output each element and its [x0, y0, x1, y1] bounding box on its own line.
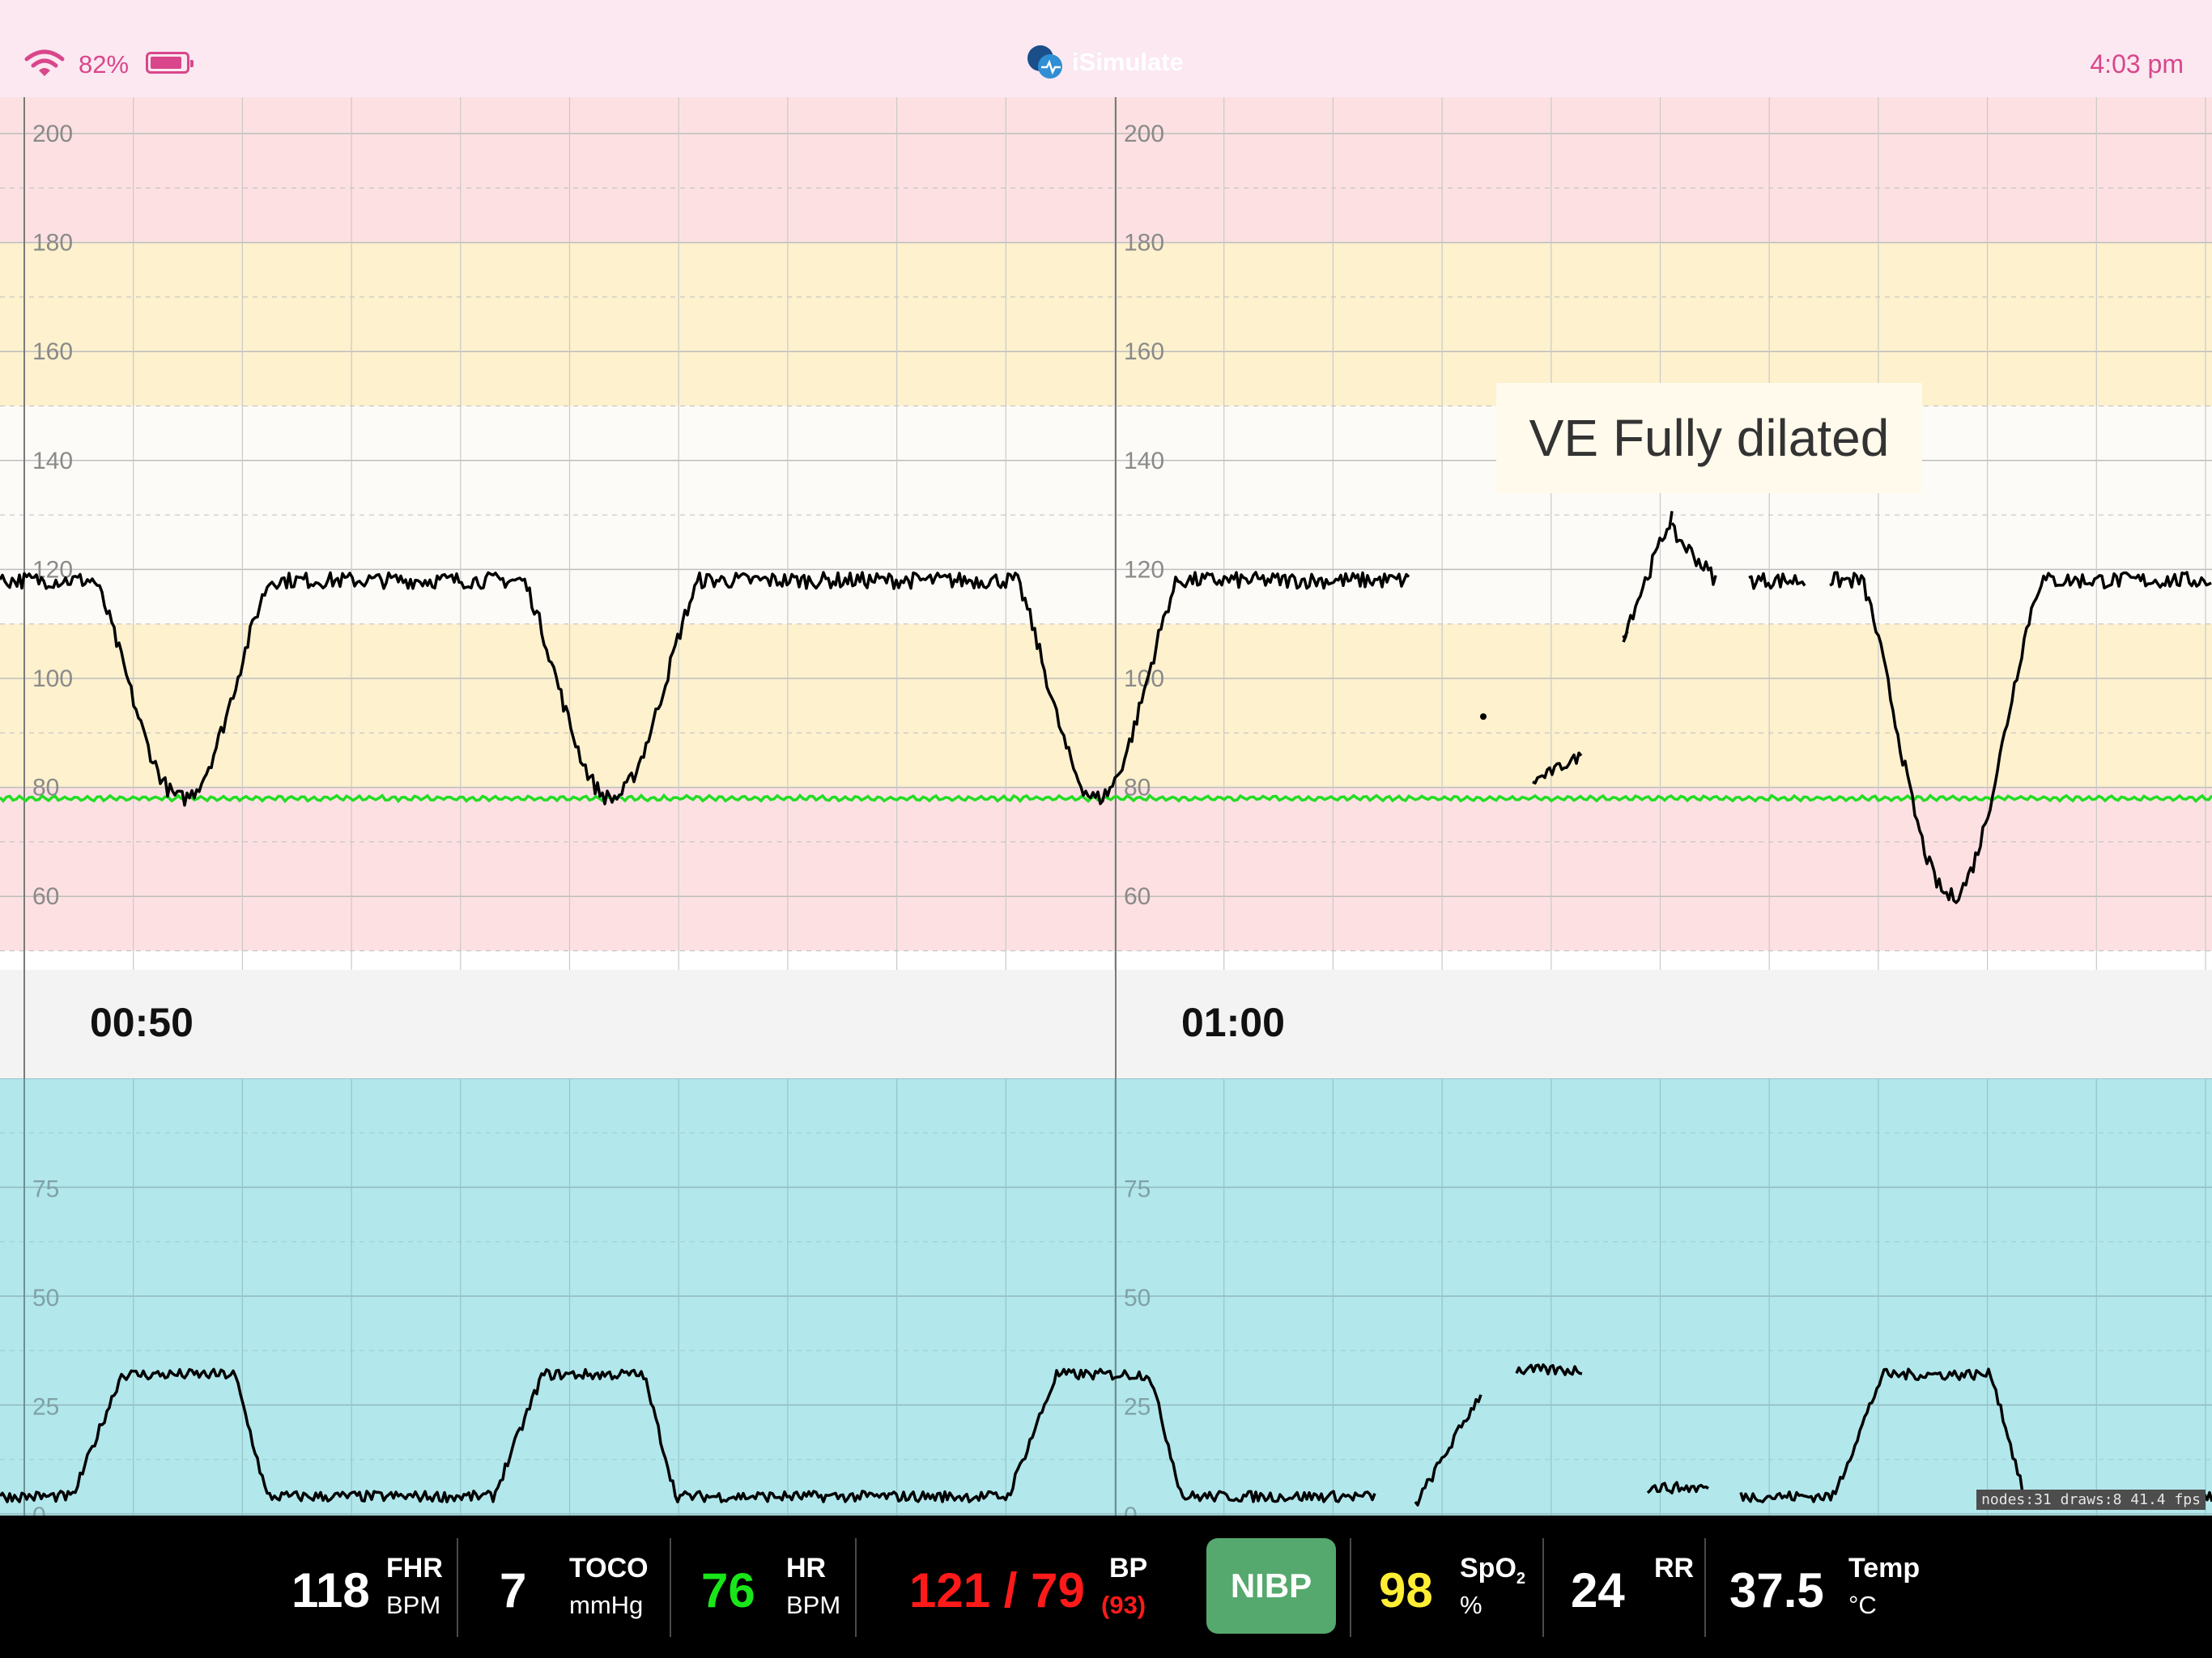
toco-label: TOCO — [569, 1553, 649, 1584]
divider — [670, 1538, 671, 1637]
toco-y-tick-label: 25 — [1124, 1394, 1151, 1421]
toco-y-tick-label: 75 — [1124, 1176, 1151, 1203]
fhr-y-tick-label: 60 — [1124, 883, 1151, 910]
battery-percentage: 82% — [79, 50, 130, 79]
divider — [1704, 1538, 1706, 1637]
fhr-zone — [0, 787, 2212, 951]
fhr-trace — [0, 571, 1410, 807]
toco-trace-fragment — [1646, 1481, 1709, 1494]
toco-background — [0, 1078, 2212, 1516]
fhr-y-tick-label: 140 — [1124, 448, 1164, 474]
fhr-y-tick-label: 160 — [1124, 338, 1164, 365]
toco-y-tick-label: 100 — [32, 1078, 73, 1082]
fhr-y-tick-label: 200 — [32, 121, 73, 147]
temp-label: Temp — [1848, 1553, 1921, 1584]
toco-y-tick-label: 100 — [1124, 1078, 1164, 1082]
app-logo-icon — [1027, 45, 1062, 79]
toco-y-tick-label: 75 — [32, 1176, 59, 1203]
fhr-y-tick-label: 160 — [32, 338, 73, 365]
fhr-trace-fragment — [1670, 522, 1717, 586]
maternal-hr-trace — [0, 793, 2212, 804]
bp-label: BP — [1109, 1553, 1148, 1584]
fhr-y-tick-label: 180 — [32, 230, 73, 257]
toco-value: 7 — [500, 1563, 527, 1618]
annotation-label: VE Fully dilated — [1496, 383, 1922, 493]
fhr-trace-dot — [1480, 713, 1487, 721]
hr-value: 76 — [701, 1563, 755, 1618]
app-title: iSimulate — [1025, 44, 1184, 81]
fhr-y-tick-label: 200 — [1124, 121, 1164, 147]
fhr-y-tick-label: 60 — [32, 883, 59, 910]
spo2-subscript: 2 — [1516, 1569, 1526, 1588]
time-label-0050: 00:50 — [90, 1000, 194, 1045]
status-clock: 4:03 pm — [2090, 49, 2184, 79]
spo2-value: 98 — [1379, 1563, 1433, 1618]
fhr-zone — [0, 97, 2212, 243]
fhr-unit: BPM — [386, 1591, 441, 1619]
fhr-label: FHR — [386, 1553, 443, 1584]
time-bar-background — [0, 970, 2212, 1078]
toco-trace-fragment — [1515, 1363, 1583, 1376]
temp-value: 37.5 — [1729, 1563, 1824, 1618]
toco-y-tick-label: 0 — [32, 1503, 46, 1516]
hr-unit: BPM — [786, 1591, 841, 1619]
fhr-trace-fragment — [1748, 572, 1806, 590]
time-bar — [0, 970, 2212, 1078]
fhr-y-tick-label: 140 — [32, 448, 73, 474]
wifi-icon — [24, 49, 65, 76]
battery-icon — [146, 52, 194, 74]
toco-unit: mmHg — [569, 1591, 644, 1619]
fhr-trace-fragment — [1532, 751, 1583, 785]
spo2-unit: % — [1460, 1591, 1482, 1619]
nibp-button[interactable]: NIBP — [1206, 1538, 1336, 1634]
ctg-trace-area: 200 180 160 140 120 100 80 60 200 180 160 140 120 100… — [0, 97, 2212, 1516]
toco-chart: 100 75 50 25 0 100 75 50 25 0 — [0, 1078, 2212, 1516]
perf-overlay: nodes:31 draws:8 41.4 fps — [1976, 1490, 2206, 1510]
toco-y-tick-label: 50 — [32, 1285, 59, 1312]
toco-y-tick-label: 25 — [32, 1394, 59, 1421]
fhr-y-tick-label: 180 — [1124, 230, 1164, 257]
fhr-chart: 2001801601401201008060200180160140120100… — [0, 97, 2212, 970]
hr-label: HR — [786, 1553, 827, 1584]
vitals-bar: 118 FHR BPM 7 TOCO mmHg 76 HR BPM 121 / … — [0, 1516, 2212, 1658]
temp-unit: °C — [1848, 1591, 1877, 1619]
fhr-y-tick-label: 120 — [1124, 556, 1164, 583]
fhr-value: 118 — [291, 1563, 370, 1618]
fhr-trace-fragment — [1622, 511, 1674, 643]
fhr-zone — [0, 623, 2212, 788]
time-label-0100: 01:00 — [1181, 1000, 1285, 1045]
bp-mean: (93) — [1101, 1591, 1146, 1619]
divider — [855, 1538, 857, 1637]
toco-y-tick-label: 0 — [1124, 1503, 1138, 1516]
toco-trace — [0, 1367, 1376, 1503]
divider — [1542, 1538, 1544, 1637]
divider — [1350, 1538, 1351, 1637]
fhr-trace — [1829, 571, 2212, 904]
toco-trace-fragment — [1414, 1394, 1482, 1507]
app-name: iSimulate — [1072, 48, 1184, 76]
bp-value: 121 / 79 — [909, 1563, 1085, 1618]
spo2-label: SpO2 — [1460, 1553, 1526, 1588]
fhr-y-tick-label: 100 — [32, 665, 73, 692]
rr-value: 24 — [1571, 1563, 1625, 1618]
fhr-zone — [0, 242, 2212, 406]
toco-y-tick-label: 50 — [1124, 1285, 1151, 1312]
divider — [457, 1538, 458, 1637]
status-bar: 82% iSimulate 4:03 pm — [0, 0, 2212, 97]
rr-label: RR — [1654, 1553, 1695, 1584]
